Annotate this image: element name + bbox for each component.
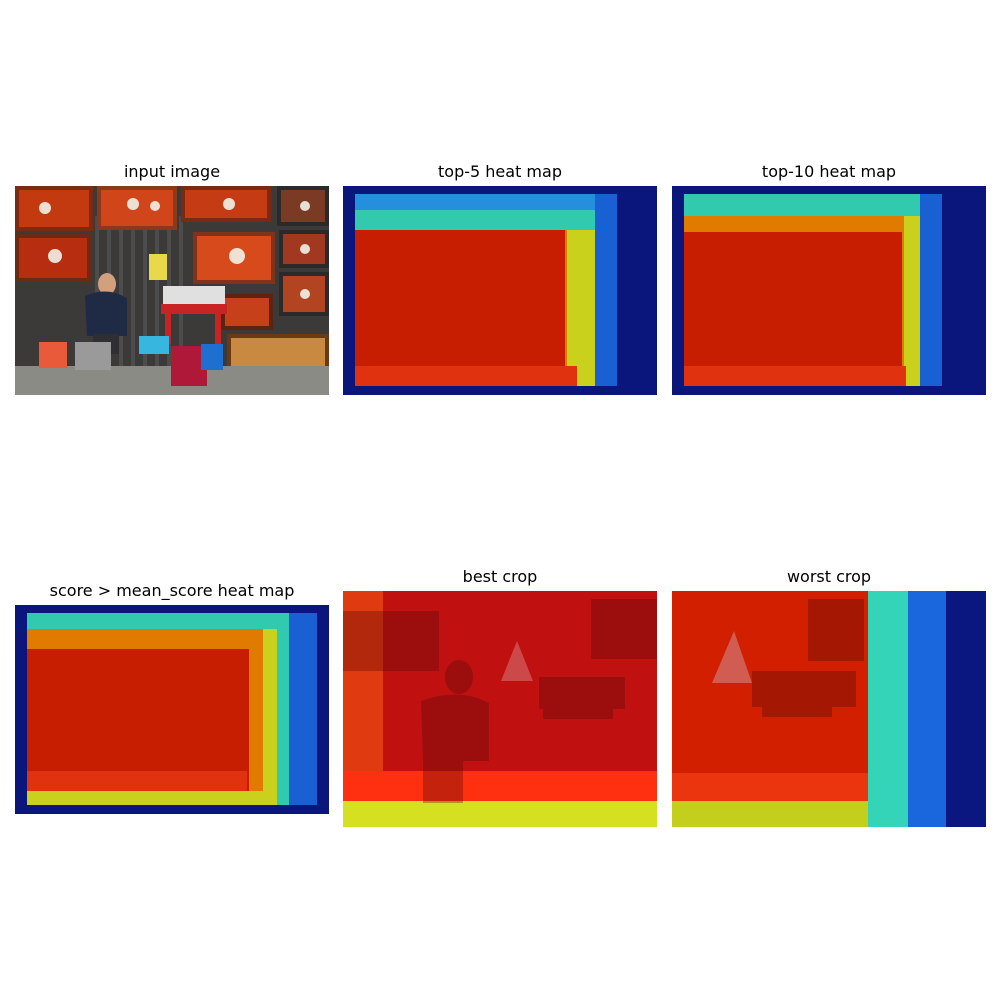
worst-crop: [672, 591, 986, 827]
top10-heat-map: [672, 186, 986, 395]
panel-title-top10: top-10 heat map: [761, 162, 897, 181]
input-image: [15, 186, 329, 395]
panel-title-input: input image: [123, 162, 221, 181]
mean-score-heat-map: [15, 605, 329, 814]
panel-title-mean: score > mean_score heat map: [49, 581, 295, 600]
panel-title-best: best crop: [462, 567, 538, 586]
panel-title-top5: top-5 heat map: [438, 162, 562, 181]
top5-heat-map: [343, 186, 657, 395]
panel-title-worst: worst crop: [786, 567, 872, 586]
best-crop: [343, 591, 657, 827]
